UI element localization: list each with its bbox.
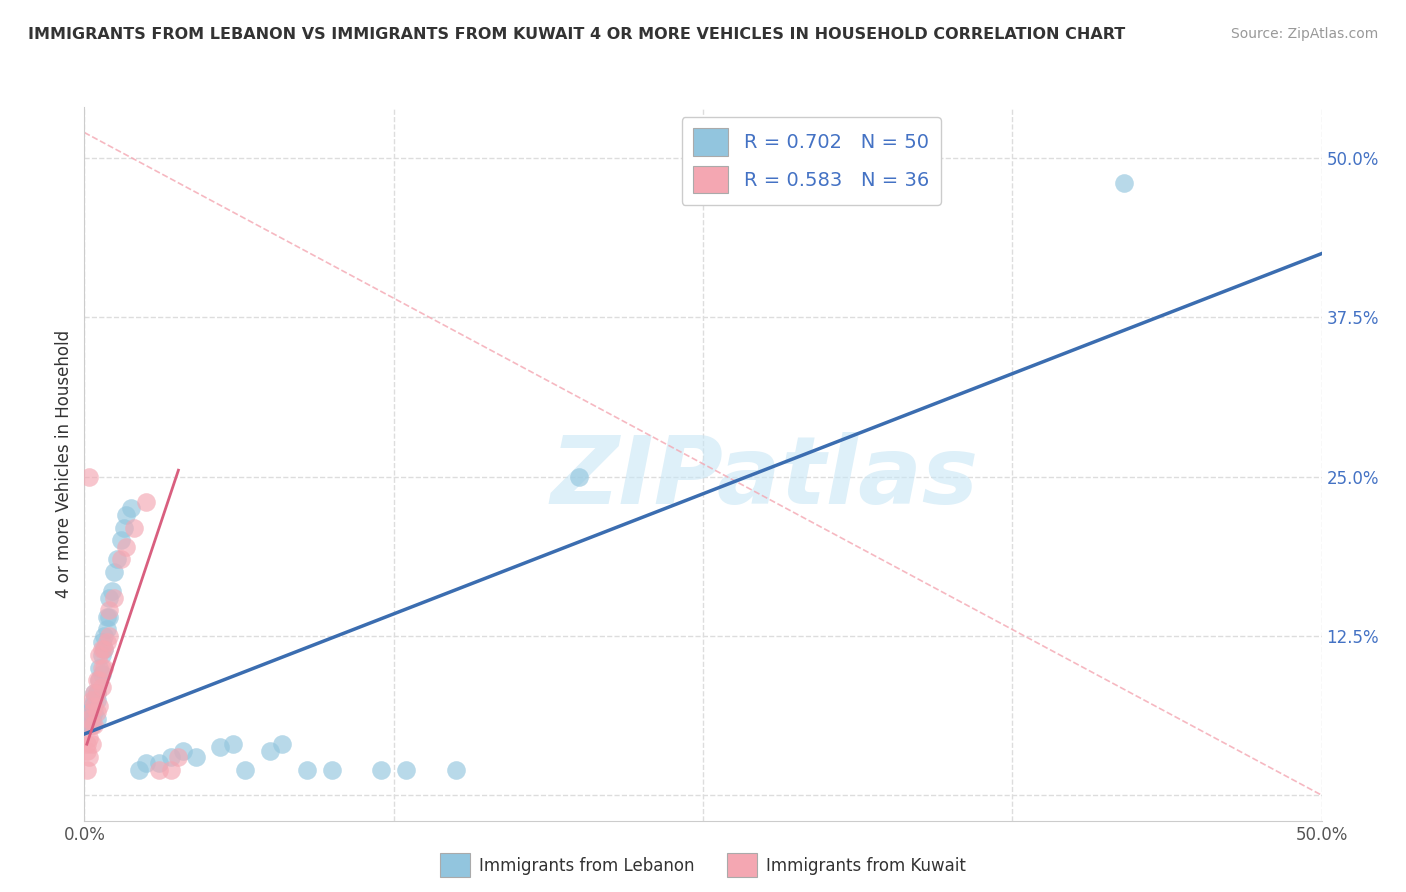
Point — [135, 756, 157, 771]
Point — [90, 661, 112, 675]
Point — [79, 469, 101, 483]
Point — [80, 712, 103, 726]
Point — [120, 501, 142, 516]
Point — [76, 712, 98, 726]
Point — [86, 686, 108, 700]
Point — [112, 520, 135, 534]
Point — [80, 692, 103, 706]
Point — [89, 673, 111, 688]
Point — [79, 731, 101, 745]
Y-axis label: 4 or more Vehicles in Household: 4 or more Vehicles in Household — [55, 330, 73, 598]
Point — [96, 609, 118, 624]
Point — [79, 750, 101, 764]
Point — [80, 698, 103, 713]
Point — [90, 667, 112, 681]
Point — [93, 661, 115, 675]
Point — [79, 718, 101, 732]
Point — [89, 648, 111, 662]
Point — [98, 603, 121, 617]
Point — [89, 698, 111, 713]
Point — [79, 706, 101, 720]
Point — [222, 737, 245, 751]
Point — [98, 591, 121, 605]
Point — [370, 763, 392, 777]
Point — [160, 750, 183, 764]
Point — [98, 629, 121, 643]
Point — [568, 469, 591, 483]
Legend: Immigrants from Lebanon, Immigrants from Kuwait: Immigrants from Lebanon, Immigrants from… — [433, 847, 973, 884]
Point — [93, 641, 115, 656]
Point — [172, 743, 194, 757]
Point — [98, 609, 121, 624]
Point — [86, 686, 108, 700]
Point — [90, 680, 112, 694]
Point — [128, 763, 150, 777]
Point — [86, 692, 108, 706]
Point — [76, 718, 98, 732]
Point — [167, 750, 190, 764]
Point — [76, 763, 98, 777]
Point — [96, 635, 118, 649]
Point — [83, 686, 105, 700]
Point — [79, 712, 101, 726]
Point — [115, 508, 138, 522]
Point — [103, 565, 125, 579]
Point — [103, 591, 125, 605]
Point — [86, 712, 108, 726]
Point — [86, 706, 108, 720]
Point — [90, 648, 112, 662]
Point — [89, 673, 111, 688]
Text: Source: ZipAtlas.com: Source: ZipAtlas.com — [1230, 27, 1378, 41]
Point — [148, 756, 170, 771]
Point — [110, 552, 132, 566]
Point — [80, 706, 103, 720]
Point — [83, 692, 105, 706]
Point — [259, 743, 281, 757]
Point — [80, 718, 103, 732]
Point — [271, 737, 294, 751]
Point — [233, 763, 256, 777]
Point — [100, 584, 122, 599]
Point — [89, 661, 111, 675]
Point — [86, 673, 108, 688]
Text: IMMIGRANTS FROM LEBANON VS IMMIGRANTS FROM KUWAIT 4 OR MORE VEHICLES IN HOUSEHOL: IMMIGRANTS FROM LEBANON VS IMMIGRANTS FR… — [28, 27, 1125, 42]
Point — [90, 641, 112, 656]
Point — [444, 763, 467, 777]
Point — [295, 763, 318, 777]
Point — [148, 763, 170, 777]
Point — [80, 737, 103, 751]
Point — [83, 718, 105, 732]
Point — [93, 629, 115, 643]
Point — [90, 635, 112, 649]
Point — [96, 623, 118, 637]
Point — [80, 706, 103, 720]
Point — [115, 540, 138, 554]
Point — [76, 737, 98, 751]
Point — [80, 718, 103, 732]
Point — [209, 739, 232, 754]
Point — [83, 706, 105, 720]
Point — [135, 495, 157, 509]
Point — [76, 743, 98, 757]
Point — [1112, 177, 1135, 191]
Point — [110, 533, 132, 548]
Point — [93, 641, 115, 656]
Point — [83, 698, 105, 713]
Point — [321, 763, 343, 777]
Point — [83, 686, 105, 700]
Text: ZIPatlas: ZIPatlas — [551, 432, 979, 524]
Point — [184, 750, 207, 764]
Point — [395, 763, 418, 777]
Point — [122, 520, 145, 534]
Point — [105, 552, 128, 566]
Point — [160, 763, 183, 777]
